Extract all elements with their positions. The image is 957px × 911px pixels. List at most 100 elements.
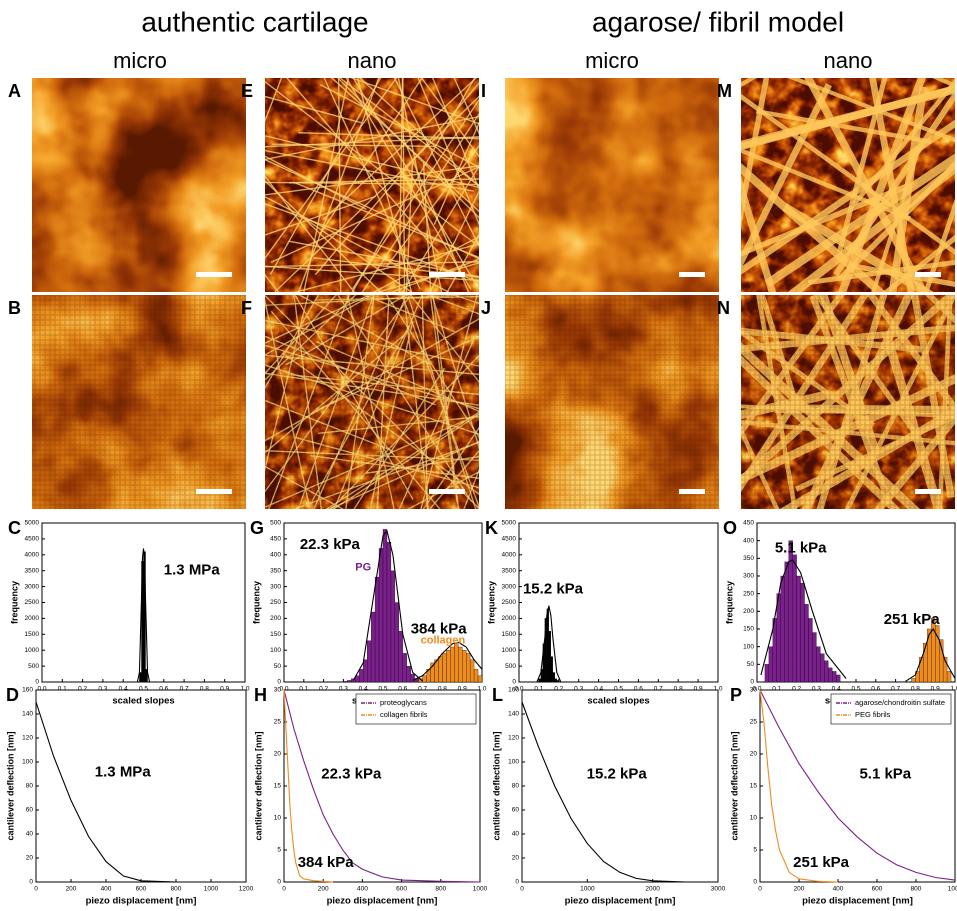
histogram-bar [911, 678, 915, 682]
legend-label: PEG fibrils [855, 710, 891, 719]
x-tick-label: 0.7 [654, 686, 663, 693]
x-axis-label: piezo displacement [nm] [802, 896, 913, 907]
legend-label: agarose/chondroitin sulfate [855, 698, 945, 707]
annotation: 251 kPa [884, 611, 941, 628]
curve [522, 702, 718, 882]
panel-label: E [241, 81, 253, 101]
x-tick-label: 0.9 [931, 686, 940, 693]
histogram-bar [387, 542, 391, 682]
x-tick-label: 0.3 [574, 686, 583, 693]
histogram-bar [820, 654, 824, 682]
histogram-bar [399, 631, 403, 682]
y-tick-label: 1500 [502, 631, 517, 638]
x-tick-label: 1.0 [950, 686, 957, 693]
y-tick-label: 350 [270, 567, 281, 574]
y-tick-label: 50 [274, 663, 282, 670]
x-tick-label: 0.7 [180, 686, 189, 693]
x-tick-label: 0.2 [78, 686, 87, 693]
annotation: PG [355, 561, 371, 573]
y-tick-label: 450 [270, 536, 281, 543]
y-tick-label: 30 [274, 687, 282, 694]
x-tick-label: 0.2 [792, 686, 801, 693]
afm-texture [505, 78, 719, 292]
y-tick-label: 1000 [502, 647, 517, 654]
x-tick-label: 0.1 [58, 686, 67, 693]
x-tick-label: 0.9 [694, 686, 703, 693]
x-tick-label: 1200 [239, 886, 254, 893]
histogram-bar [454, 644, 458, 682]
x-tick-label: 1000 [204, 886, 219, 893]
column-label: nano [348, 48, 397, 73]
x-tick-label: 0.2 [319, 686, 328, 693]
histogram-bar [919, 657, 923, 682]
histogram-bar [551, 657, 553, 682]
histogram-bar [383, 529, 387, 682]
panel-label: M [717, 81, 732, 101]
histogram-bar [462, 650, 466, 682]
histogram-bar [363, 660, 367, 682]
heading: authentic cartilage [141, 6, 368, 37]
y-tick-label: 60 [26, 807, 34, 814]
x-tick-label: 0.6 [634, 686, 643, 693]
y-tick-label: 60 [512, 807, 520, 814]
y-tick-label: 400 [270, 552, 281, 559]
x-tick-label: 0.3 [812, 686, 821, 693]
histogram-bar [801, 583, 805, 682]
y-tick-label: 0 [277, 879, 281, 886]
scale-bar [915, 489, 941, 494]
panel-label: O [723, 518, 737, 538]
y-axis-label: cantilever deflection [nm] [253, 731, 263, 840]
y-tick-label: 0 [277, 679, 281, 686]
x-tick-label: 1000 [948, 886, 957, 893]
histogram-bar [450, 647, 454, 682]
histogram-bar [557, 680, 559, 682]
histogram-bar [466, 653, 470, 682]
y-tick-label: 50 [747, 661, 755, 668]
x-tick-label: 3000 [711, 886, 726, 893]
heading: agarose/ fibril model [592, 6, 844, 37]
y-tick-label: 25 [274, 719, 282, 726]
annotation: 22.3 kPa [321, 765, 382, 782]
y-tick-label: 0 [512, 679, 516, 686]
x-tick-label: 0.2 [554, 686, 563, 693]
y-tick-label: 20 [512, 855, 520, 862]
pixel-grid [32, 295, 246, 509]
annotation: 15.2 kPa [587, 765, 648, 782]
x-tick-label: 0.8 [911, 686, 920, 693]
y-axis-label: cantilever deflection [nm] [491, 731, 501, 840]
column-label: micro [585, 48, 639, 73]
x-tick-label: 1000 [580, 886, 595, 893]
y-tick-label: 20 [274, 751, 282, 758]
y-tick-label: 150 [270, 631, 281, 638]
panel-label: B [8, 298, 21, 318]
x-tick-label: 0.8 [200, 686, 209, 693]
y-tick-label: 10 [274, 815, 282, 822]
y-tick-label: 500 [505, 663, 516, 670]
panel-label: H [254, 685, 267, 705]
legend-label: proteoglycans [380, 698, 427, 707]
y-tick-label: 0 [35, 679, 39, 686]
x-tick-label: 600 [136, 886, 147, 893]
histogram-bar [391, 571, 395, 682]
x-tick-label: 800 [435, 886, 446, 893]
x-axis-label: piezo displacement [nm] [327, 896, 438, 907]
scale-bar [196, 489, 232, 494]
afm-texture [32, 78, 246, 292]
x-axis-label: scaled slopes [112, 696, 174, 707]
panel-label: C [8, 518, 21, 538]
y-tick-label: 160 [22, 687, 33, 694]
y-tick-label: 140 [508, 711, 519, 718]
histogram-bar [812, 633, 816, 682]
x-tick-label: 0.4 [594, 686, 603, 693]
y-tick-label: 350 [743, 555, 754, 562]
column-label: nano [824, 48, 873, 73]
y-tick-label: 160 [508, 687, 519, 694]
histogram-bar [411, 674, 415, 682]
histogram-bar [359, 669, 363, 682]
y-tick-label: 2500 [502, 599, 517, 606]
histogram-bar [781, 576, 785, 682]
x-tick-label: 0.8 [674, 686, 683, 693]
x-tick-label: 0.0 [37, 686, 46, 693]
afm-image [505, 295, 719, 509]
curve [36, 702, 246, 882]
